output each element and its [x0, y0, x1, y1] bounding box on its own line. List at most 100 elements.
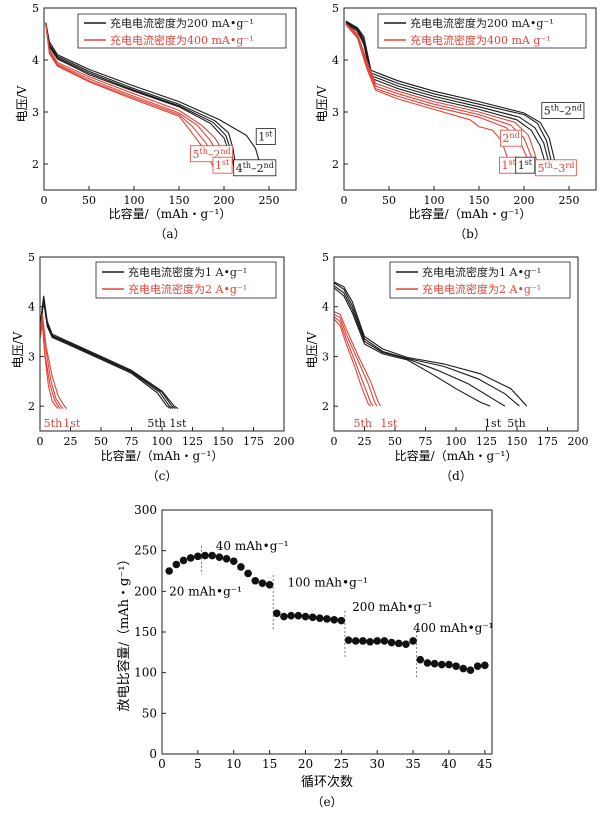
legend-label-c-0: 充电电流密度为1 A•g⁻¹: [128, 265, 247, 279]
cycle-point-15: [265, 581, 274, 589]
cycle-point-2: [172, 560, 181, 569]
cycle-point-20: [301, 612, 310, 621]
curve-b-2: [345, 22, 550, 165]
cycle-label-text-b-0: 5th–2nd: [544, 104, 582, 118]
ytick-label-a-3: 5: [32, 2, 39, 15]
curve-b-5: [345, 23, 535, 165]
points-e: [165, 551, 489, 675]
ylabel-d: 电压/V: [305, 331, 319, 368]
cycle-sup-a-2: st: [222, 158, 230, 167]
cycle-point-26: [344, 636, 353, 644]
xtick-label-d-5: 125: [476, 435, 497, 448]
ytick-label-a-0: 2: [32, 158, 39, 171]
legend-label-d-1: 充电电流密度为2 A•g⁻¹: [422, 282, 541, 296]
xtick-label-b-5: 250: [559, 194, 580, 207]
caption-d: （d）: [440, 469, 472, 483]
cycle-point-38: [430, 659, 439, 668]
cycle-label-b-0: 5th–2nd: [541, 102, 585, 119]
plot-frame-e: [161, 509, 493, 755]
cycle-point-12: [244, 569, 252, 578]
cycle-base-b-0: 5: [544, 105, 551, 118]
xtick-label-a-1: 50: [82, 194, 96, 207]
xtick-label-d-6: 150: [507, 435, 528, 448]
legend-label-d-0: 充电电流密度为1 A•g⁻¹: [422, 265, 541, 279]
cycle-label-text-a-2: 1st: [215, 158, 230, 172]
rate-label-3: 200 mAh•g⁻¹: [352, 600, 432, 614]
cycle-box-b-3: [515, 156, 536, 174]
cycle-base-d-2: 1st: [484, 417, 502, 430]
cycle-point-30: [373, 637, 382, 645]
cycle-label-a-0: 1st: [255, 128, 276, 146]
cycle-point-9: [222, 555, 231, 563]
curves-b: [345, 20, 557, 165]
legend-label-a-0: 充电电流密度为200 mA•g⁻¹: [110, 16, 254, 30]
cycle-sup-a-1: th: [200, 147, 208, 156]
cycle-base-b-4: 5: [538, 162, 545, 175]
xtick-label-e-4: 20: [298, 757, 313, 771]
xlabel-a: 比容量/（mAh・g⁻¹）: [109, 206, 232, 221]
cycle-sup-a-3: th: [243, 161, 251, 170]
legend-box-c: [95, 261, 277, 299]
panel-e: 放电比容量/（mAh・g⁻¹） 0 5 10 15 20 25 30 35 40 45 0 50 100…: [116, 503, 493, 809]
cycle-box-b-1: [499, 129, 523, 147]
cycle-label-text-c-0: 5th: [44, 417, 63, 430]
cycle-base-d-0: 5th: [354, 417, 373, 430]
xtick-label-d-4: 100: [446, 435, 467, 448]
ylabel-a: 电压/V: [15, 85, 29, 122]
cycle-label-b-2: 1st: [499, 156, 520, 174]
cycle-point-11: [237, 563, 245, 571]
xtick-label-e-1: 5: [194, 757, 202, 771]
cycle-label-text-c-2: 5th: [147, 417, 166, 430]
ytick-label-e-1: 50: [142, 706, 157, 720]
ytick-label-d-1: 3: [322, 350, 329, 363]
ytick-label-d-2: 4: [322, 301, 329, 314]
rate-label-0: 20 mAh•g⁻¹: [169, 584, 242, 598]
curve-c-3: [39, 301, 171, 410]
cycle-point-32: [387, 638, 396, 647]
curve-d-3: [333, 287, 491, 407]
cycle-label-c-3: 1st: [169, 417, 187, 430]
cycle-point-41: [452, 662, 460, 670]
curve-a-0: [45, 22, 261, 165]
cycle-sup2-a-3: nd: [264, 161, 274, 170]
xtick-label-e-9: 45: [477, 757, 492, 771]
curves-d: [333, 281, 528, 407]
cycle-point-31: [380, 637, 389, 645]
cycle-point-37: [423, 659, 432, 667]
cycle-label-d-1: 1st: [380, 417, 398, 430]
cycle-point-44: [473, 662, 482, 670]
legend-label-b-0: 充电电流密度为200 mA•g⁻¹: [410, 16, 554, 30]
xlabel-d: 比容量/（mAh・g⁻¹）: [395, 448, 518, 463]
legend-box-d: [389, 261, 571, 299]
plot-frame-c: [39, 256, 285, 432]
curve-b-3: [345, 23, 547, 165]
cycle-suffix-b-0: –2: [559, 105, 572, 118]
curve-c-1: [39, 297, 176, 410]
cycle-label-a-3: 4th–2nd: [233, 159, 277, 177]
cycle-point-27: [351, 637, 360, 645]
xtick-label-c-5: 125: [182, 435, 203, 448]
legend-box-b: [377, 13, 587, 49]
ticks-e: 0 5 10 15 20 25 30 35 40 45 0 50 100 150 200 250 300: [134, 503, 492, 771]
xlabel-e: 循环次数: [301, 774, 353, 790]
legend-label-b-1: 充电电流密度为400 mA g⁻¹: [410, 33, 551, 47]
cycle-label-a-2: 1st: [212, 156, 233, 174]
cycle-label-text-a-3: 4th–2nd: [236, 161, 274, 175]
cycle-label-d-2: 1st: [484, 417, 502, 430]
cycle-point-8: [215, 553, 224, 561]
xtick-label-b-3: 150: [469, 194, 490, 207]
curve-d-4: [333, 311, 381, 407]
cycle-base-c-0: 5th: [44, 417, 63, 430]
curve-a-1: [45, 22, 237, 167]
ytick-label-b-0: 2: [332, 158, 339, 171]
cycle-base-c-3: 1st: [169, 417, 187, 430]
cycle-point-28: [359, 637, 367, 645]
xtick-label-d-7: 175: [537, 435, 558, 448]
ytick-label-e-4: 200: [134, 584, 157, 598]
cycle-label-b-4: 5th–3rd: [535, 159, 577, 177]
rate-label-1: 40 mAh•g⁻¹: [216, 539, 289, 553]
ticks-c: 0 25 50 75 100 125 150 175 200 2 3 4 5: [28, 251, 295, 448]
cycle-label-b-3: 1st: [515, 156, 536, 174]
